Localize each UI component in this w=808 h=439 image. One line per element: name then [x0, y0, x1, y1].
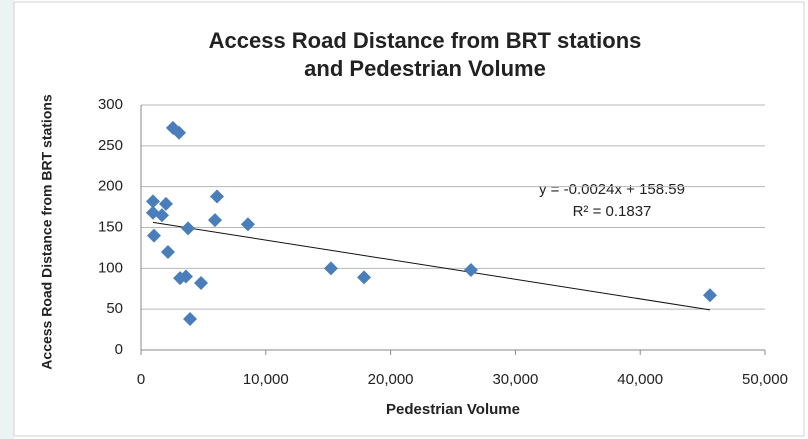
x-tick-label: 50,000 — [742, 371, 788, 388]
chart-title: Access Road Distance from BRT stations — [209, 28, 642, 53]
trendline — [152, 221, 711, 311]
point — [158, 196, 173, 211]
x-tick-label: 20,000 — [368, 371, 414, 388]
point — [240, 217, 255, 232]
x-tick-label: 0 — [137, 371, 145, 388]
point — [145, 194, 160, 209]
point — [178, 269, 193, 284]
point — [194, 276, 209, 291]
chart-subtitle: and Pedestrian Volume — [304, 56, 546, 81]
point — [357, 270, 372, 285]
point — [323, 261, 338, 276]
point — [160, 245, 175, 259]
y-axis-label: Access Road Distance from BRT stations — [39, 94, 55, 370]
y-tick-label: 150 — [98, 218, 123, 235]
x-tick-label: 30,000 — [492, 371, 538, 388]
y-tick-label: 0 — [115, 341, 123, 358]
x-tick-label: 10,000 — [243, 371, 289, 388]
r-squared: R² = 0.1837 — [573, 203, 652, 220]
point — [183, 311, 198, 326]
x-axis-label: Pedestrian Volume — [386, 401, 520, 418]
y-tick-label: 50 — [106, 300, 123, 317]
y-tick-label: 250 — [98, 137, 123, 154]
x-tick-label: 40,000 — [617, 371, 663, 388]
left-edge — [0, 0, 14, 439]
point — [181, 221, 196, 236]
trendline-equation: y = -0.0024x + 158.59 — [539, 181, 685, 198]
point — [208, 213, 223, 228]
point — [154, 208, 169, 223]
y-tick-label: 100 — [98, 259, 123, 276]
point — [146, 228, 161, 243]
point — [172, 125, 187, 140]
point — [210, 189, 225, 204]
chart-frame — [13, 1, 805, 437]
point — [463, 262, 478, 277]
y-tick-label: 200 — [98, 178, 123, 195]
point — [702, 288, 717, 303]
y-tick-label: 300 — [98, 96, 123, 113]
